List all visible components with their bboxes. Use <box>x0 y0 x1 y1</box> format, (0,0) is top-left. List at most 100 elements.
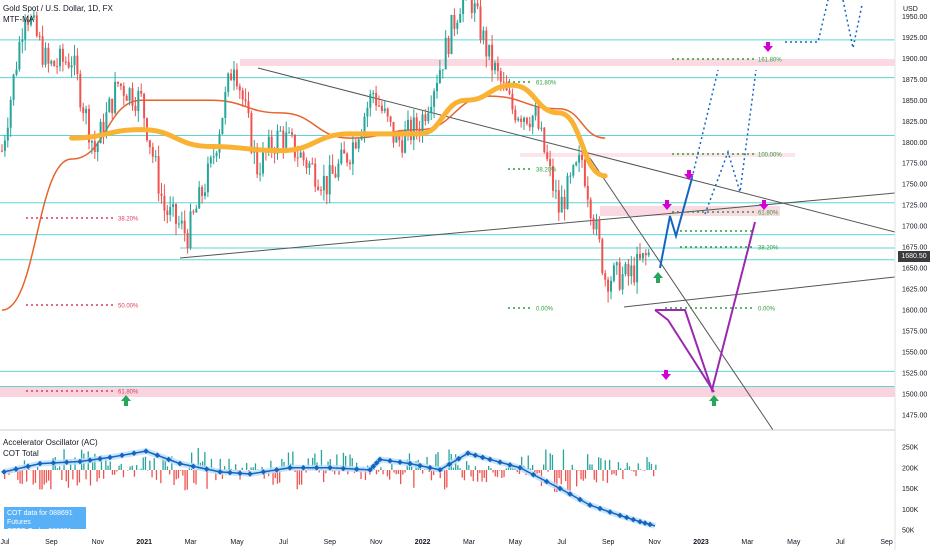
cot-point <box>273 466 280 473</box>
cot-point <box>77 458 83 465</box>
osc-bar <box>488 465 490 470</box>
candle-body <box>633 265 636 283</box>
candle-body <box>134 105 137 111</box>
fib-left-50-label: 50.00% <box>118 304 139 310</box>
cot-point <box>557 485 563 492</box>
candle-body <box>73 55 76 66</box>
osc-bar <box>435 454 437 470</box>
osc-bar <box>103 470 105 479</box>
osc-bar <box>32 470 34 485</box>
osc-bar <box>56 468 59 470</box>
time-tick-label: 2021 <box>136 539 152 546</box>
osc-bar <box>116 470 118 472</box>
osc-bar <box>604 460 606 470</box>
osc-bar <box>180 470 182 471</box>
candle-body <box>44 47 47 65</box>
osc-bar <box>411 464 413 470</box>
fib-right-0-label: 0.00% <box>758 307 776 313</box>
candle-body <box>180 220 183 224</box>
candle-body <box>282 130 285 148</box>
osc-bar <box>378 470 380 472</box>
cot-point <box>517 464 523 471</box>
osc-bar <box>287 452 290 470</box>
osc-bar <box>556 470 558 492</box>
osc-bar <box>609 459 611 470</box>
candle-body <box>337 163 340 178</box>
trend-lines <box>179 67 896 431</box>
candle-body <box>552 166 554 191</box>
osc-bar <box>305 470 307 473</box>
candle-body <box>93 140 96 152</box>
candle-body <box>641 253 644 259</box>
candle-body <box>314 163 317 187</box>
candle-body <box>531 115 534 128</box>
candle-body <box>424 114 427 122</box>
osc-bar <box>160 470 162 484</box>
osc-bar <box>61 470 63 481</box>
osc-bar <box>532 464 534 470</box>
candle-body <box>230 73 233 81</box>
candle-body <box>285 132 288 148</box>
time-tick-label: Mar <box>741 539 754 546</box>
osc-bar <box>457 465 459 470</box>
candle-body <box>560 196 563 213</box>
candle-body <box>56 66 59 68</box>
candle-body <box>27 19 30 25</box>
candle-body <box>256 147 259 175</box>
osc-bar <box>41 470 43 490</box>
cot-point <box>647 521 653 528</box>
cot-point <box>530 471 537 478</box>
candle-body <box>50 61 53 64</box>
candle-body <box>404 129 407 153</box>
cot-point <box>472 452 479 459</box>
candle-body <box>586 185 589 200</box>
cot-point <box>165 456 172 463</box>
bull-dotted-1 <box>691 69 719 179</box>
candle-body <box>59 48 61 67</box>
osc-bar <box>598 457 600 470</box>
fib-right-618-label: 61.80% <box>758 211 779 217</box>
price-tick-label: 1725.00 <box>902 203 927 210</box>
cot-point <box>97 455 103 462</box>
candle-body <box>528 123 531 128</box>
horizontal-levels <box>0 39 895 387</box>
candle-body <box>378 105 380 107</box>
cot-point <box>479 454 486 461</box>
candle-body <box>456 22 459 29</box>
time-tick-label: Jul <box>836 539 845 546</box>
osc-bar <box>551 454 554 470</box>
candle-body <box>398 135 401 141</box>
price-tick-label: 1625.00 <box>902 287 927 294</box>
candle-body <box>354 142 357 149</box>
candle-body <box>369 94 372 108</box>
cot-line-1: COT data for 088691 Futures <box>7 510 73 526</box>
osc-bar <box>351 458 353 470</box>
osc-bar <box>37 466 39 470</box>
candle-body <box>308 163 311 168</box>
price-axis-unit: USD <box>903 6 918 13</box>
osc-bar <box>499 470 501 471</box>
candle-body <box>99 121 102 144</box>
trendline-diagonal <box>589 157 774 431</box>
time-tick-label: Nov <box>92 539 105 546</box>
candle-body <box>18 41 21 70</box>
price-tick-label: 1925.00 <box>902 35 927 42</box>
candle-body <box>473 3 476 13</box>
cot-point <box>397 459 403 466</box>
osc-bar <box>578 470 580 471</box>
candle-body <box>618 262 621 290</box>
price-tick-label: 1875.00 <box>902 77 927 84</box>
fib-levels: 161.80% 100.00% 61.80% 38.20% 0.00% 61.80% 38.… <box>26 58 782 396</box>
price-tick-label: 1950.00 <box>902 14 927 21</box>
osc-bar <box>122 470 125 478</box>
osc-bar <box>448 449 450 470</box>
price-tick-label: 1525.00 <box>902 371 927 378</box>
candle-body <box>192 211 195 213</box>
candle-body <box>433 91 436 107</box>
candle-body <box>276 130 279 154</box>
candle-body <box>296 157 299 159</box>
cot-point <box>247 471 253 477</box>
current-price-tag: 1680.50 <box>898 251 930 262</box>
osc-bar <box>100 455 103 470</box>
